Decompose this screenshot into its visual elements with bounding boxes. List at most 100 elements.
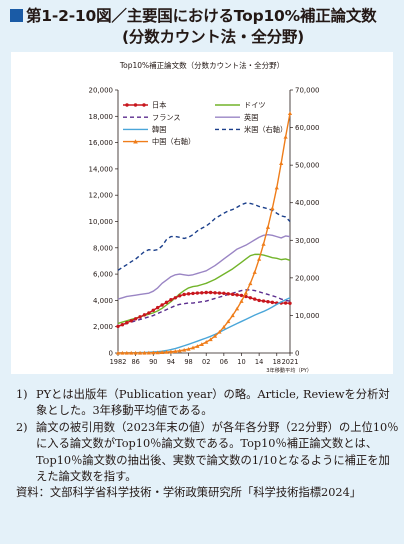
title-line1: 第1-2-10図／主要国におけるTop10%補正論文数 (26, 7, 377, 25)
series-point-0 (195, 291, 200, 295)
series-point-0 (257, 298, 261, 303)
series-point-0 (200, 291, 204, 295)
x-tick-label: 98 (184, 358, 192, 366)
series-point-6 (243, 290, 248, 295)
legend-label: 中国（右軸） (152, 137, 195, 146)
y-tick-label: 6,000 (93, 271, 113, 279)
series-point-6 (257, 256, 262, 261)
y-tick-label: 10,000 (89, 218, 114, 226)
series-line-6 (118, 113, 291, 354)
y-tick-label: 12,000 (89, 192, 114, 200)
title-square-icon (10, 9, 23, 22)
series-point-0 (217, 291, 222, 295)
figure-title: 第1-2-10図／主要国におけるTop10%補正論文数 (分数カウント法・全分野… (10, 6, 400, 48)
y-tick-label: 2,000 (93, 323, 113, 331)
series-point-0 (208, 290, 213, 295)
source: 資料： 文部科学省科学技術・学術政策研究所「科学技術指標2024」 (16, 485, 400, 501)
series-line-0 (117, 291, 291, 328)
series-point-6 (208, 337, 213, 342)
series-point-0 (155, 305, 160, 310)
y-tick-label: 4,000 (93, 297, 113, 305)
series-point-0 (230, 292, 235, 297)
series-point-6 (230, 313, 235, 318)
series-point-6 (137, 350, 143, 355)
series-point-6 (217, 329, 222, 334)
series-point-6 (186, 346, 191, 351)
series-point-6 (133, 350, 138, 355)
x-tick-label: 18 (273, 358, 281, 366)
y-tick-label: 20,000 (89, 87, 114, 95)
x-tick-label: 06 (220, 358, 228, 366)
series-point-6 (261, 241, 266, 246)
series-point-0 (204, 290, 208, 295)
series-point-6 (283, 134, 288, 139)
series-line-5 (117, 202, 291, 271)
series-point-0 (120, 323, 125, 327)
series-point-6 (195, 344, 200, 348)
note-text: 論文の被引用数（2023年末の値）が各年各分野（22分野）の上位10％に入る論文… (36, 420, 399, 484)
series-point-6 (146, 350, 151, 355)
y2-tick-label: 40,000 (295, 199, 320, 207)
legend-marker (133, 103, 138, 107)
series-point-0 (226, 292, 230, 296)
series-point-6 (239, 299, 244, 303)
series-point-0 (239, 293, 244, 298)
y2-tick-label: 70,000 (295, 87, 320, 95)
legend-label: 米国（右軸） (244, 125, 287, 134)
note-number: 2) (16, 420, 28, 434)
series-point-6 (142, 350, 147, 355)
series-point-0 (235, 293, 239, 297)
y2-tick-label: 30,000 (295, 237, 320, 245)
series-point-6 (160, 350, 165, 355)
series-point-6 (248, 281, 253, 286)
series-point-0 (169, 298, 173, 302)
y-tick-label: 16,000 (89, 139, 114, 147)
series-point-0 (147, 311, 151, 315)
y2-tick-label: 10,000 (295, 312, 320, 320)
series-point-6 (270, 206, 275, 211)
series-point-6 (274, 185, 279, 190)
series-point-0 (178, 294, 182, 298)
series-point-6 (279, 161, 284, 165)
series-point-0 (129, 319, 133, 323)
series-point-0 (288, 301, 292, 305)
series-point-6 (212, 333, 218, 338)
series-point-6 (252, 270, 257, 274)
y2-tick-label: 20,000 (295, 274, 320, 282)
x-tick-label: 90 (149, 358, 157, 366)
legend-label: 日本 (152, 101, 166, 110)
series-point-6 (168, 349, 174, 354)
series-point-6 (177, 348, 182, 353)
legend-marker (125, 103, 129, 107)
x-tick-label: 10 (237, 358, 245, 366)
series-point-0 (182, 292, 186, 297)
series-point-6 (182, 347, 187, 352)
series-line-1 (117, 253, 291, 325)
chart-title: Top10%補正論文数（分数カウント法・全分野） (119, 60, 284, 70)
legend-marker (133, 139, 138, 144)
source-label: 資料： (16, 486, 50, 500)
series-point-6 (151, 350, 156, 355)
y-tick-label: 14,000 (89, 165, 114, 173)
series-point-0 (191, 291, 195, 296)
notes: 1) PYとは出版年（Publication year）の略。Article, … (16, 387, 400, 502)
x-tick-label: 1982 (110, 358, 127, 366)
note-1: 1) PYとは出版年（Publication year）の略。Article, … (16, 387, 400, 420)
series-line-3 (117, 233, 291, 300)
series-point-6 (265, 225, 271, 229)
series-line-4 (117, 297, 291, 354)
series-point-0 (151, 308, 155, 312)
series-point-0 (213, 291, 217, 295)
legend-label: ドイツ (244, 101, 266, 110)
x-axis-label: 3年移動平均（PY） (266, 366, 312, 374)
y2-tick-label: 60,000 (295, 124, 320, 132)
legend-label: フランス (152, 113, 181, 122)
chart-box: Top10%補正論文数（分数カウント法・全分野） 0 2,000 4,000 6,00… (11, 52, 393, 374)
series-point-0 (133, 317, 138, 321)
x-tick-label: 14 (255, 358, 263, 366)
legend-label: 韓国 (152, 125, 166, 134)
series-point-6 (234, 306, 240, 311)
series-point-0 (248, 296, 253, 300)
note-2: 2) 論文の被引用数（2023年末の値）が各年各分野（22分野）の上位10％に入… (16, 420, 400, 486)
